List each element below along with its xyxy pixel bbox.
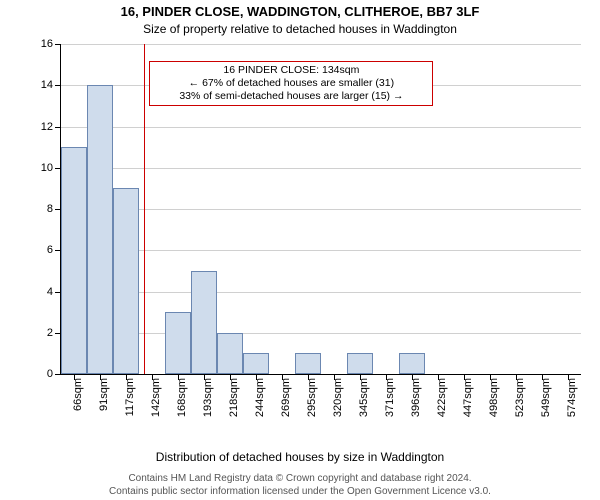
- footer-line-2: Contains public sector information licen…: [0, 486, 600, 497]
- x-tick-label: 244sqm: [254, 378, 266, 417]
- x-tick-label: 422sqm: [436, 378, 448, 417]
- y-tick-label: 6: [29, 244, 53, 256]
- bar: [295, 353, 320, 374]
- y-tick: [55, 127, 61, 128]
- bar: [165, 312, 190, 374]
- footer-line-1: Contains HM Land Registry data © Crown c…: [0, 473, 600, 484]
- bar: [399, 353, 424, 374]
- y-tick-label: 4: [29, 286, 53, 298]
- x-tick-label: 574sqm: [566, 378, 578, 417]
- bar: [113, 188, 138, 374]
- y-tick: [55, 209, 61, 210]
- bar: [87, 85, 112, 374]
- y-tick: [55, 292, 61, 293]
- bar: [217, 333, 242, 374]
- x-tick-label: 549sqm: [540, 378, 552, 417]
- x-tick-label: 396sqm: [410, 378, 422, 417]
- gridline: [61, 250, 581, 251]
- y-tick-label: 8: [29, 203, 53, 215]
- x-tick-label: 142sqm: [150, 378, 162, 417]
- y-tick: [55, 250, 61, 251]
- x-tick-label: 193sqm: [202, 378, 214, 417]
- gridline: [61, 209, 581, 210]
- x-tick-label: 295sqm: [306, 378, 318, 417]
- gridline: [61, 292, 581, 293]
- y-tick: [55, 168, 61, 169]
- x-axis-label: Distribution of detached houses by size …: [0, 450, 600, 464]
- x-tick-label: 523sqm: [514, 378, 526, 417]
- reference-line: [144, 44, 145, 374]
- x-tick-label: 66sqm: [72, 378, 84, 411]
- y-tick: [55, 333, 61, 334]
- y-tick-label: 16: [29, 38, 53, 50]
- y-tick-label: 2: [29, 327, 53, 339]
- x-tick-label: 117sqm: [124, 378, 136, 416]
- annotation-line-3: 33% of semi-detached houses are larger (…: [179, 90, 403, 103]
- x-tick-label: 371sqm: [384, 378, 396, 417]
- x-tick-label: 91sqm: [98, 378, 110, 411]
- y-tick: [55, 44, 61, 45]
- bar: [191, 271, 216, 374]
- gridline: [61, 127, 581, 128]
- x-tick-label: 498sqm: [488, 378, 500, 417]
- x-tick-label: 218sqm: [228, 378, 240, 417]
- gridline: [61, 333, 581, 334]
- x-tick-label: 345sqm: [358, 378, 370, 417]
- chart-subtitle: Size of property relative to detached ho…: [0, 22, 600, 36]
- y-tick-label: 0: [29, 368, 53, 380]
- x-tick-label: 269sqm: [280, 378, 292, 417]
- y-tick-label: 10: [29, 162, 53, 174]
- y-tick-label: 14: [29, 79, 53, 91]
- bar: [243, 353, 268, 374]
- annotation-line-2: ← 67% of detached houses are smaller (31…: [189, 77, 394, 90]
- x-tick-label: 168sqm: [176, 378, 188, 417]
- y-tick-label: 12: [29, 121, 53, 133]
- x-tick-label: 320sqm: [332, 378, 344, 417]
- chart-title: 16, PINDER CLOSE, WADDINGTON, CLITHEROE,…: [0, 4, 600, 19]
- bar: [61, 147, 86, 374]
- gridline: [61, 44, 581, 45]
- gridline: [61, 168, 581, 169]
- annotation-box: 16 PINDER CLOSE: 134sqm ← 67% of detache…: [149, 61, 433, 106]
- plot-area: 024681012141666sqm91sqm117sqm142sqm168sq…: [60, 44, 581, 375]
- y-tick: [55, 85, 61, 86]
- y-tick: [55, 374, 61, 375]
- annotation-line-1: 16 PINDER CLOSE: 134sqm: [223, 64, 359, 77]
- bar: [347, 353, 372, 374]
- x-tick-label: 447sqm: [462, 378, 474, 417]
- chart-container: 16, PINDER CLOSE, WADDINGTON, CLITHEROE,…: [0, 0, 600, 500]
